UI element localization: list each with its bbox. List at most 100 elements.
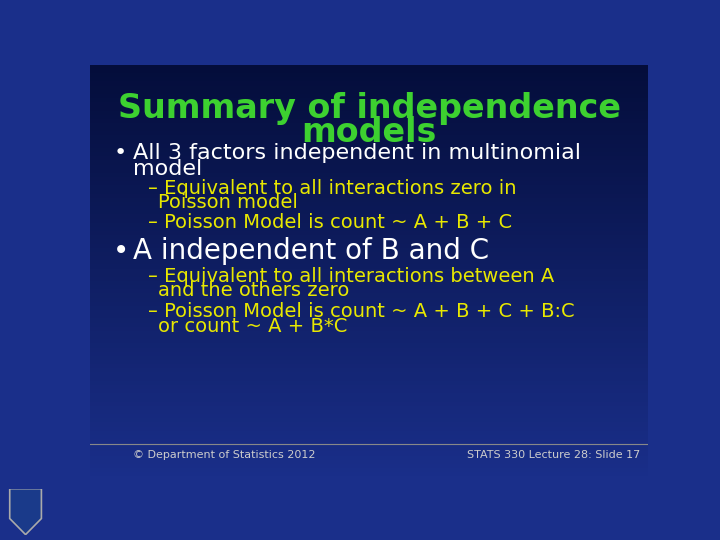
Bar: [90, 410, 648, 414]
Bar: [90, 231, 648, 235]
Bar: [90, 77, 648, 82]
Bar: [90, 285, 648, 289]
Text: – Equivalent to all interactions zero in: – Equivalent to all interactions zero in: [148, 179, 517, 198]
Bar: [90, 343, 648, 348]
Bar: [90, 414, 648, 418]
Text: © Department of Statistics 2012: © Department of Statistics 2012: [132, 450, 315, 460]
Bar: [90, 119, 648, 123]
Bar: [90, 451, 648, 456]
Text: and the others zero: and the others zero: [158, 281, 350, 300]
Bar: [90, 443, 648, 447]
Bar: [90, 381, 648, 385]
Bar: [90, 356, 648, 360]
Bar: [90, 277, 648, 281]
Bar: [90, 360, 648, 364]
Bar: [90, 82, 648, 85]
Bar: [90, 306, 648, 310]
Bar: [90, 397, 648, 402]
Bar: [90, 460, 648, 464]
Bar: [90, 214, 648, 219]
Bar: [90, 160, 648, 165]
Bar: [90, 439, 648, 443]
Bar: [90, 294, 648, 298]
Bar: [90, 123, 648, 127]
Bar: [90, 289, 648, 294]
Bar: [90, 472, 648, 476]
Bar: [90, 319, 648, 322]
Text: STATS 330 Lecture 28: Slide 17: STATS 330 Lecture 28: Slide 17: [467, 450, 640, 460]
Bar: [90, 194, 648, 198]
Text: A independent of B and C: A independent of B and C: [132, 237, 489, 265]
Bar: [90, 268, 648, 273]
Bar: [90, 265, 648, 268]
Text: All 3 factors independent in multinomial: All 3 factors independent in multinomial: [132, 143, 580, 163]
Text: models: models: [301, 117, 437, 150]
Bar: [90, 148, 648, 152]
Bar: [90, 427, 648, 431]
Bar: [90, 140, 648, 144]
Bar: [90, 322, 648, 327]
Bar: [90, 352, 648, 356]
Bar: [90, 339, 648, 343]
Bar: [90, 335, 648, 339]
Bar: [90, 327, 648, 331]
Bar: [90, 464, 648, 468]
Bar: [90, 256, 648, 260]
Bar: [90, 239, 648, 244]
Bar: [90, 131, 648, 136]
Bar: [90, 102, 648, 106]
Bar: [90, 302, 648, 306]
Bar: [90, 235, 648, 239]
Bar: [90, 331, 648, 335]
Bar: [90, 431, 648, 435]
Bar: [90, 418, 648, 422]
Bar: [90, 456, 648, 460]
Bar: [90, 310, 648, 314]
Bar: [90, 260, 648, 265]
Text: – Poisson Model is count ~ A + B + C: – Poisson Model is count ~ A + B + C: [148, 213, 512, 232]
Bar: [90, 373, 648, 377]
Bar: [90, 165, 648, 168]
Bar: [90, 393, 648, 397]
Bar: [90, 385, 648, 389]
Bar: [90, 389, 648, 393]
Bar: [90, 298, 648, 302]
Bar: [90, 173, 648, 177]
Bar: [90, 248, 648, 252]
Text: •: •: [113, 237, 130, 265]
Text: model: model: [132, 159, 202, 179]
Bar: [90, 273, 648, 277]
Bar: [90, 435, 648, 439]
Bar: [90, 98, 648, 102]
Bar: [90, 69, 648, 73]
Bar: [90, 156, 648, 160]
Bar: [90, 65, 648, 69]
Bar: [90, 252, 648, 256]
Bar: [90, 114, 648, 119]
Bar: [90, 144, 648, 148]
Bar: [90, 219, 648, 223]
Bar: [90, 111, 648, 114]
Bar: [90, 136, 648, 140]
Bar: [90, 211, 648, 214]
Bar: [90, 281, 648, 285]
Bar: [90, 190, 648, 194]
Bar: [90, 377, 648, 381]
Bar: [90, 85, 648, 90]
Text: – Equivalent to all interactions between A: – Equivalent to all interactions between…: [148, 267, 554, 286]
Text: Poisson model: Poisson model: [158, 193, 298, 212]
Bar: [90, 422, 648, 427]
Bar: [90, 73, 648, 77]
Bar: [90, 402, 648, 406]
Bar: [90, 94, 648, 98]
Bar: [90, 244, 648, 248]
Bar: [90, 206, 648, 211]
Bar: [90, 106, 648, 111]
Bar: [90, 152, 648, 156]
Bar: [90, 468, 648, 472]
Bar: [90, 364, 648, 368]
Bar: [90, 348, 648, 352]
Bar: [90, 314, 648, 319]
Polygon shape: [10, 489, 42, 535]
Bar: [90, 185, 648, 190]
